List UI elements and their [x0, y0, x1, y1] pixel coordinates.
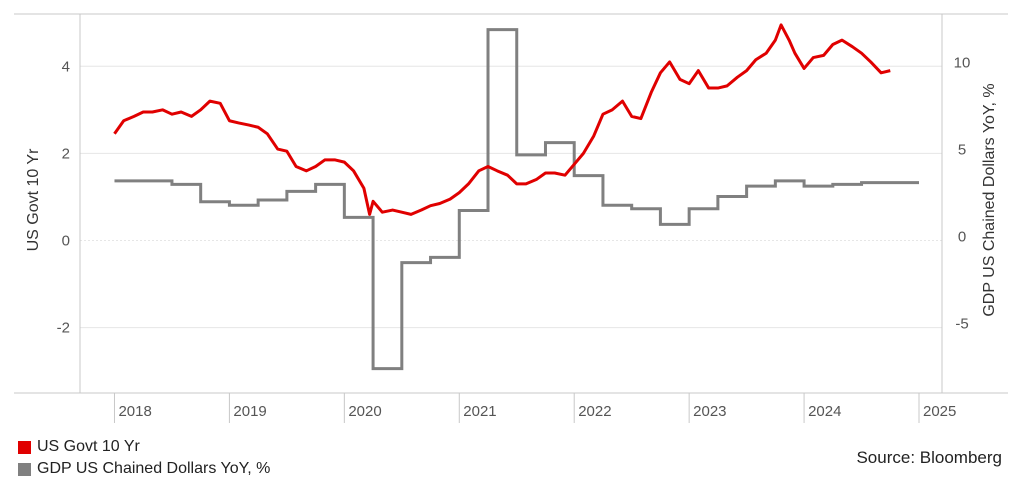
x-tick-label: 2022 [578, 403, 611, 420]
legend-swatch-red [18, 440, 31, 454]
left-tick-label: 2 [62, 145, 70, 162]
left-y-axis: -2 0 2 4 [57, 58, 70, 336]
right-axis-title: GDP US Chained Dollars YoY, % [981, 83, 998, 316]
x-tick-label: 2025 [923, 403, 956, 420]
x-tick-label: 2019 [233, 403, 266, 420]
us-govt-10yr-line [113, 23, 891, 216]
legend-label: US Govt 10 Yr [37, 438, 140, 455]
right-y-axis: -5 0 5 10 [954, 55, 971, 333]
x-tick-label: 2020 [348, 403, 381, 420]
plot-frame [14, 13, 1008, 394]
x-tick-label: 2023 [693, 403, 726, 420]
right-tick-label: 5 [958, 142, 966, 159]
right-tick-label: -5 [955, 315, 968, 332]
legend: US Govt 10 Yr GDP US Chained Dollars YoY… [18, 436, 270, 480]
left-tick-label: 0 [62, 233, 70, 250]
left-axis-title: US Govt 10 Yr [25, 148, 42, 252]
legend-item-gdp: GDP US Chained Dollars YoY, % [18, 458, 270, 480]
gridlines [80, 65, 942, 329]
right-tick-label: 10 [954, 55, 971, 72]
left-tick-label: -2 [57, 320, 70, 337]
legend-item-us-govt-10yr: US Govt 10 Yr [18, 436, 270, 458]
right-tick-label: 0 [958, 229, 966, 246]
series-group [113, 23, 920, 371]
x-axis: 2018 2019 2020 2021 2022 2023 2024 2025 [113, 393, 956, 423]
source-note: Source: Bloomberg [856, 448, 1002, 467]
x-tick-label: 2021 [463, 403, 496, 420]
gdp-yoy-line [114, 28, 920, 371]
legend-label: GDP US Chained Dollars YoY, % [37, 460, 271, 477]
legend-swatch-gray [18, 462, 31, 476]
chart-area: 2018 2019 2020 2021 2022 2023 2024 2025 -2 0 2 4 -… [14, 13, 1008, 423]
left-tick-label: 4 [62, 58, 70, 75]
x-tick-label: 2024 [808, 403, 841, 420]
x-tick-label: 2018 [118, 403, 151, 420]
